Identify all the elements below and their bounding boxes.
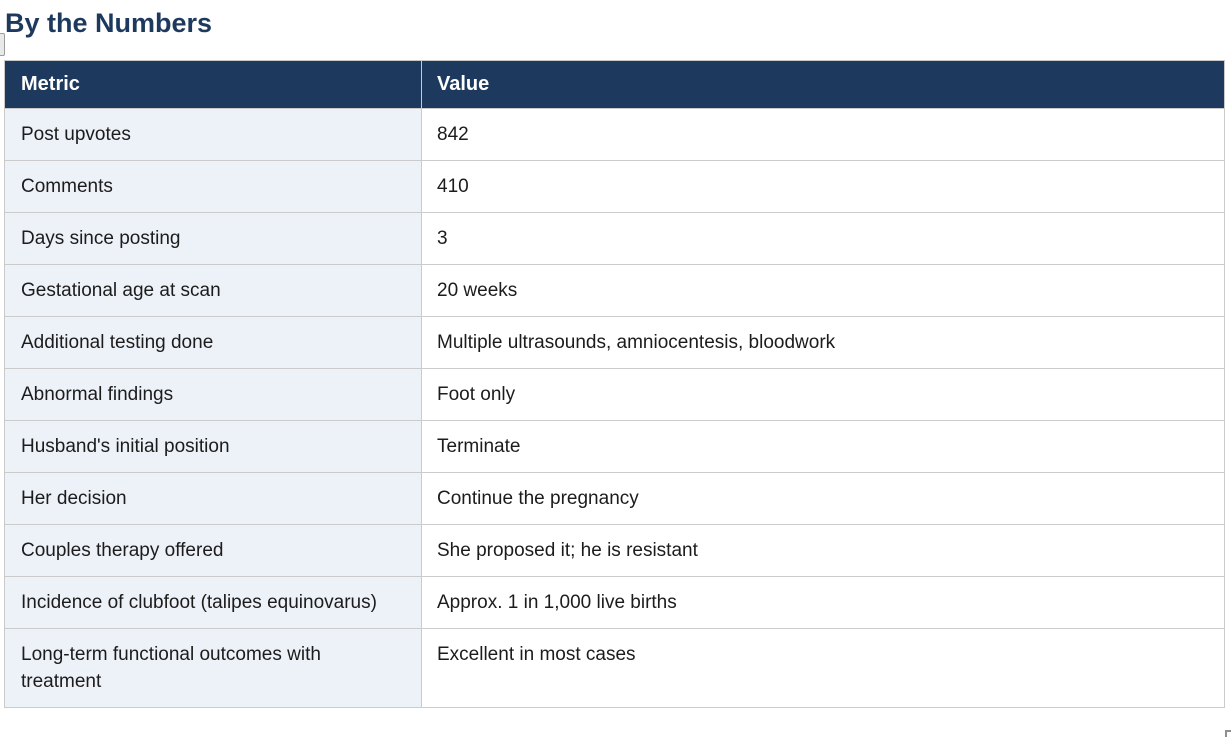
table-row: Abnormal findings Foot only [4, 368, 1225, 421]
value-cell: Terminate [421, 420, 1225, 473]
table-row: Post upvotes 842 [4, 108, 1225, 161]
metric-cell: Comments [4, 160, 422, 213]
value-cell: Foot only [421, 368, 1225, 421]
metrics-table: Metric Value Post upvotes 842 Comments 4… [4, 60, 1225, 708]
value-cell: 20 weeks [421, 264, 1225, 317]
table-row: Long-term functional outcomes with treat… [4, 628, 1225, 708]
table-header: Metric Value [4, 60, 1225, 109]
table-row: Couples therapy offered She proposed it;… [4, 524, 1225, 577]
value-cell: Multiple ultrasounds, amniocentesis, blo… [421, 316, 1225, 369]
table-row: Gestational age at scan 20 weeks [4, 264, 1225, 317]
metric-cell: Her decision [4, 472, 422, 525]
metric-cell: Abnormal findings [4, 368, 422, 421]
metric-cell: Long-term functional outcomes with treat… [4, 628, 422, 708]
value-cell: 3 [421, 212, 1225, 265]
header-row: Metric Value [4, 60, 1225, 109]
value-cell: Approx. 1 in 1,000 live births [421, 576, 1225, 629]
table-row: Days since posting 3 [4, 212, 1225, 265]
metric-cell: Incidence of clubfoot (talipes equinovar… [4, 576, 422, 629]
value-cell: She proposed it; he is resistant [421, 524, 1225, 577]
metric-cell: Gestational age at scan [4, 264, 422, 317]
metric-cell: Husband's initial position [4, 420, 422, 473]
value-cell: Excellent in most cases [421, 628, 1225, 708]
metric-cell: Couples therapy offered [4, 524, 422, 577]
metric-cell: Days since posting [4, 212, 422, 265]
table-row: Her decision Continue the pregnancy [4, 472, 1225, 525]
metric-cell: Additional testing done [4, 316, 422, 369]
column-header-metric: Metric [4, 60, 422, 109]
page-title: By the Numbers [5, 8, 213, 38]
metric-cell: Post upvotes [4, 108, 422, 161]
left-edge-artifact [0, 33, 5, 56]
table-row: Incidence of clubfoot (talipes equinovar… [4, 576, 1225, 629]
value-cell: 410 [421, 160, 1225, 213]
column-header-value: Value [421, 60, 1225, 109]
table-body: Post upvotes 842 Comments 410 Days since… [4, 108, 1225, 708]
table-row: Husband's initial position Terminate [4, 420, 1225, 473]
table-row: Comments 410 [4, 160, 1225, 213]
value-cell: 842 [421, 108, 1225, 161]
value-cell: Continue the pregnancy [421, 472, 1225, 525]
table-row: Additional testing done Multiple ultraso… [4, 316, 1225, 369]
corner-bracket-artifact [1225, 730, 1231, 737]
